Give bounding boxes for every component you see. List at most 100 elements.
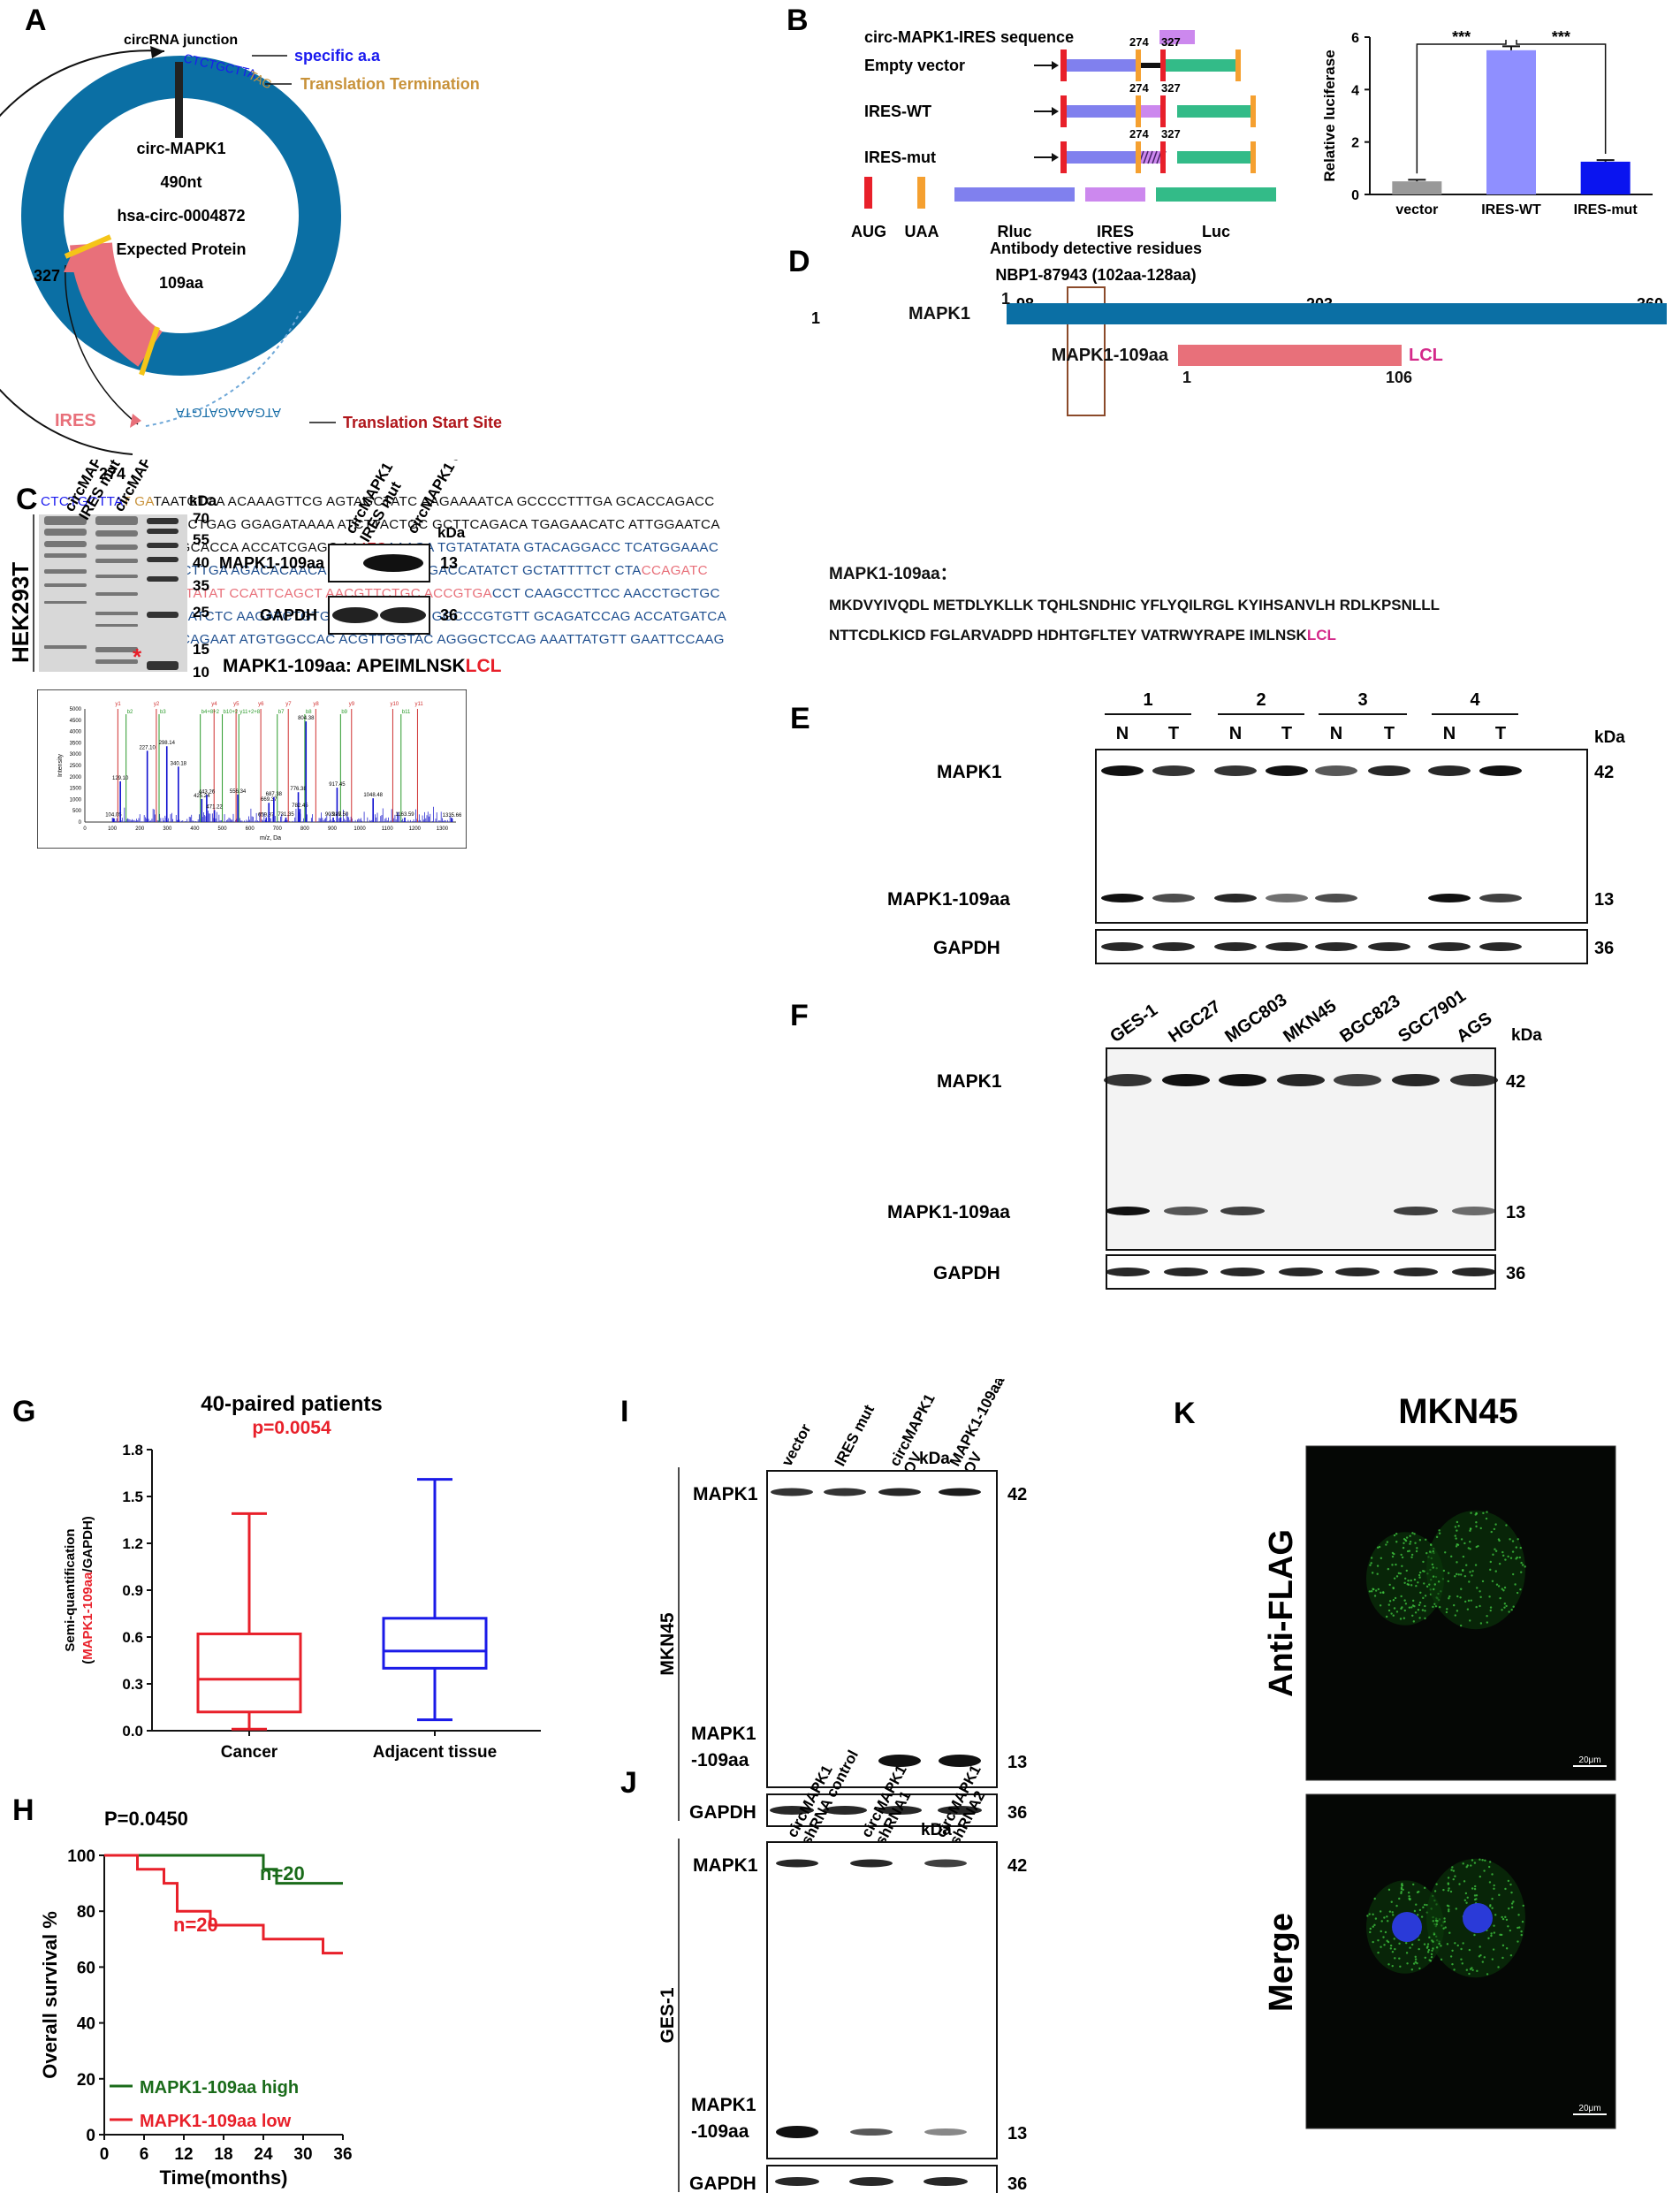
box-Cancer (196, 1632, 302, 1714)
band (1428, 894, 1471, 902)
pos-274-label: 274 (99, 465, 125, 482)
row-j-109aa-2: -109aa (691, 2121, 749, 2142)
band (939, 1488, 981, 1496)
aug-marker (1060, 141, 1067, 173)
ires-segment (1137, 63, 1162, 68)
arc-arrowhead (150, 46, 164, 58)
panel-d: D Antibody detective residues NBP1-87943… (788, 240, 1663, 416)
band (1104, 1074, 1152, 1086)
ms-peak-label: 1335.66 (443, 813, 462, 819)
band (849, 2177, 893, 2186)
ms-peak-label: 556.34 (230, 789, 247, 795)
band (1164, 1207, 1208, 1215)
center-line-2: 490nt (160, 173, 201, 191)
ms-xlabel: m/z, Da (260, 835, 281, 841)
y-tick-g: 1.2 (122, 1535, 143, 1552)
rluc-label: Rluc (997, 223, 1031, 240)
ms-ytick: 2500 (70, 764, 82, 769)
ires-label: IRES (55, 411, 96, 430)
center-line-4: Expected Protein (116, 240, 246, 258)
band-c-109aa (363, 554, 423, 572)
y-tick-g: 1.5 (122, 1489, 143, 1505)
band (924, 1859, 967, 1868)
kda-e-val: 13 (1594, 890, 1614, 910)
start-site-label: Translation Start Site (343, 414, 502, 431)
ires-legend-label: IRES (1097, 223, 1134, 240)
lane-c-right-1: circMAPK1IRES mut (342, 460, 411, 545)
x-tick-h: 6 (140, 2145, 149, 2164)
panel-label-h: H (12, 1793, 34, 1827)
panel-a: A circRNA junction CTCTGCTTA TAG specifi… (0, 4, 502, 482)
y-label-g: Semi-quantification(MAPK1-109aa/GAPDH) (63, 1516, 95, 1664)
sequence-segment: CTCTGCTTA (41, 494, 123, 509)
ion-label-y: y4 (211, 702, 217, 707)
kda-e-val: 42 (1594, 763, 1614, 782)
pos-274: 274 (1129, 35, 1149, 49)
termination-label: Translation Termination (300, 75, 480, 93)
kda-ladder: kDa (189, 492, 217, 509)
band (1450, 1074, 1498, 1086)
ms-peak-label: 687.38 (266, 792, 283, 797)
k-title: MKN45 (1398, 1392, 1518, 1431)
y-tick-b: 0 (1351, 188, 1359, 203)
band (770, 1806, 814, 1815)
ion-label-b: b10+2 (224, 710, 239, 715)
band (1214, 894, 1257, 902)
ms-peak-label: 804.38 (298, 716, 315, 721)
x-tick-b: IRES-mut (1574, 202, 1638, 217)
lcl-label: LCL (1409, 346, 1443, 365)
band (1101, 765, 1144, 776)
band (1315, 942, 1357, 951)
panel-label-f: F (790, 999, 809, 1032)
bar-IRES-mut (1580, 161, 1631, 194)
nt-label: T (1495, 724, 1506, 743)
ms-peak-label: 917.45 (329, 782, 346, 788)
band (878, 1806, 922, 1815)
x-tick-b: IRES-WT (1481, 202, 1541, 217)
x-tick-g: Cancer (221, 1743, 278, 1762)
pos-327-label: 327 (34, 267, 60, 285)
short-pos-1: 1 (1182, 369, 1192, 386)
ires-legend-swatch (1159, 30, 1195, 44)
rluc-segment (1065, 151, 1137, 164)
row-f-mapk1: MAPK1 (937, 1071, 1002, 1092)
x-tick-h: 24 (254, 2145, 273, 2164)
row-e-109aa: MAPK1-109aa (887, 889, 1010, 910)
ms-xtick: 600 (246, 826, 255, 832)
panel-label-j: J (620, 1766, 637, 1800)
band (1479, 765, 1522, 776)
uaa-swatch (917, 177, 925, 209)
panel-label-b: B (787, 4, 809, 37)
ms-peak-label: 929.50 (332, 812, 349, 818)
y-tick-g: 1.8 (122, 1442, 143, 1458)
ires-arrowhead-327 (64, 256, 78, 272)
y-tick-h: 40 (77, 2015, 95, 2034)
band (771, 1488, 813, 1496)
x-tick-b: vector (1395, 202, 1438, 217)
antibody-box (1067, 286, 1106, 416)
survival-curve (104, 1854, 343, 1885)
band (924, 2177, 968, 2186)
kda-f: kDa (1511, 1026, 1542, 1045)
ms-peak-label: 1048.48 (363, 793, 383, 798)
y-tick-h: 0 (86, 2127, 95, 2145)
sequence-segment: CCAGATC (641, 563, 708, 578)
nt-label: N (1330, 724, 1342, 743)
x-tick-h: 12 (174, 2145, 193, 2164)
band (1220, 1207, 1265, 1215)
kda-c-36: 36 (440, 606, 458, 624)
ms-xtick: 400 (190, 826, 200, 832)
center-line-1: circ-MAPK1 (136, 140, 225, 157)
ms-xtick: 1300 (437, 826, 449, 832)
pos-274: 274 (1129, 127, 1149, 141)
luc-segment (1162, 59, 1237, 72)
junction-bar (175, 62, 183, 138)
ires-swatch (1085, 187, 1145, 202)
row-i-109aa: MAPK1 (691, 1724, 756, 1744)
band (1334, 1074, 1381, 1086)
y-tick-g: 0.9 (122, 1582, 143, 1599)
panel-label-g: G (12, 1395, 35, 1428)
cell-line-hek293t: HEK293T (7, 562, 34, 663)
y-tick-h: 20 (77, 2071, 95, 2090)
